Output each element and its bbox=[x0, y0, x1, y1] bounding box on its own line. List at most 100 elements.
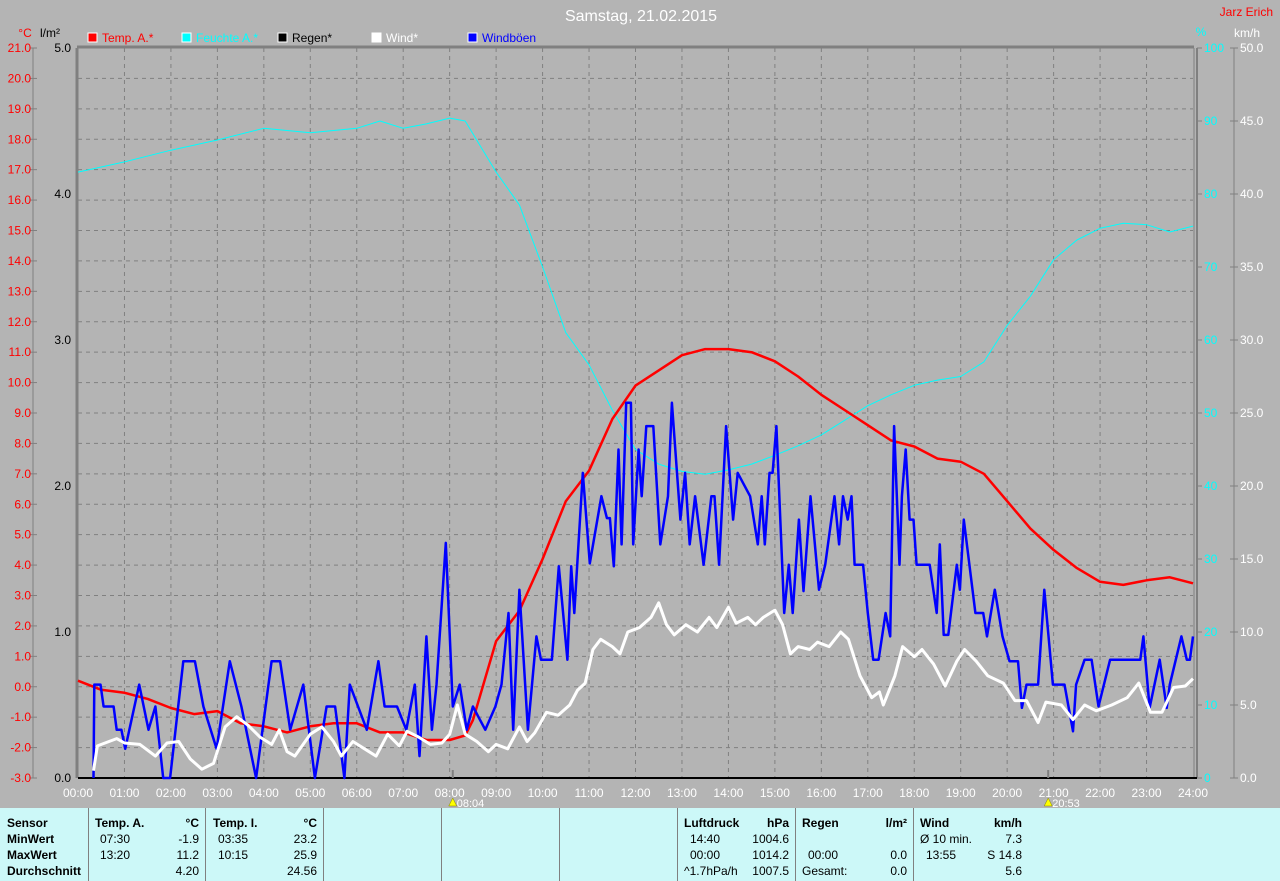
temp-tick-label: 1.0 bbox=[14, 649, 31, 663]
wind-tick-label: 20.0 bbox=[1240, 479, 1264, 493]
series-layer bbox=[77, 117, 1195, 780]
divider bbox=[795, 808, 796, 881]
sensor-header: Sensor bbox=[7, 816, 48, 830]
temp-tick-label: 13.0 bbox=[8, 284, 32, 298]
wind-tick-label: 40.0 bbox=[1240, 187, 1264, 201]
legend-label: Feuchte A.* bbox=[196, 31, 258, 45]
wind-tick-label: 45.0 bbox=[1240, 114, 1264, 128]
wind-tick-label: 0.0 bbox=[1240, 771, 1257, 785]
legend: Temp. A.* Feuchte A.* Regen* Wind* Windböen bbox=[87, 31, 536, 45]
wind-tick-label: 10.0 bbox=[1240, 625, 1264, 639]
temp-tick-label: 19.0 bbox=[8, 102, 32, 116]
legend-swatch bbox=[181, 32, 192, 43]
wind-max: S 14.8 bbox=[987, 848, 1022, 862]
pressure-min-time: 14:40 bbox=[690, 832, 721, 846]
temp-tick-label: 8.0 bbox=[14, 436, 31, 450]
series-line-1 bbox=[77, 347, 1194, 742]
min-row-label: MinWert bbox=[7, 832, 55, 846]
humidity-tick-label: 10 bbox=[1204, 698, 1218, 712]
x-tick-label: 10:00 bbox=[528, 786, 558, 800]
wind-avg: 5.6 bbox=[1005, 864, 1022, 878]
wind-tick-label: 30.0 bbox=[1240, 333, 1264, 347]
temp-tick-label: 15.0 bbox=[8, 224, 32, 238]
x-tick-label: 22:00 bbox=[1085, 786, 1115, 800]
temp-i-max-time: 10:15 bbox=[218, 848, 249, 862]
temp-a-min: -1.9 bbox=[178, 832, 199, 846]
wind-avg-label: Ø 10 min. bbox=[920, 832, 973, 846]
rain-unit: l/m² bbox=[885, 816, 907, 830]
divider bbox=[205, 808, 206, 881]
temp-tick-label: 10.0 bbox=[8, 376, 32, 390]
legend-label: Windböen bbox=[482, 31, 536, 45]
x-tick-label: 11:00 bbox=[574, 786, 603, 800]
temp-tick-label: 21.0 bbox=[8, 41, 32, 55]
temp-a-max-time: 13:20 bbox=[100, 848, 131, 862]
pressure-avg: 1007.5 bbox=[752, 864, 789, 878]
avg-row-label: Durchschnitt bbox=[7, 864, 82, 878]
pressure-unit: hPa bbox=[766, 816, 789, 830]
temp-tick-label: 0.0 bbox=[14, 680, 31, 694]
temp-tick-label: 5.0 bbox=[14, 528, 31, 542]
rain-axis-unit: l/m² bbox=[40, 26, 60, 40]
wind-max-time: 13:55 bbox=[926, 848, 957, 862]
legend-label: Wind* bbox=[386, 31, 418, 45]
x-tick-label: 02:00 bbox=[156, 786, 186, 800]
humidity-axis-unit: % bbox=[1196, 25, 1207, 39]
temp-a-max: 11.2 bbox=[176, 848, 199, 862]
temp-tick-label: 3.0 bbox=[14, 589, 31, 603]
x-tick-label: 19:00 bbox=[946, 786, 976, 800]
x-tick-label: 20:00 bbox=[992, 786, 1022, 800]
x-tick-label: 24:00 bbox=[1178, 786, 1208, 800]
temp-tick-label: 18.0 bbox=[8, 132, 32, 146]
divider bbox=[913, 808, 914, 881]
temp-tick-label: 16.0 bbox=[8, 193, 32, 207]
temp-tick-label: 12.0 bbox=[8, 315, 32, 329]
temp-tick-label: 4.0 bbox=[14, 558, 31, 572]
pressure-max-time: 00:00 bbox=[690, 848, 721, 862]
temp-a-unit: °C bbox=[185, 816, 199, 830]
divider bbox=[323, 808, 324, 881]
temp-tick-label: 9.0 bbox=[14, 406, 31, 420]
axes: 21.0 20.0 19.0 18.0 17.0 16.0 15.0 14.0 13.0 12.0… bbox=[8, 41, 1264, 800]
temp-a-avg: 4.20 bbox=[175, 864, 199, 878]
x-tick-label: 07:00 bbox=[388, 786, 418, 800]
temp-tick-label: 11.0 bbox=[9, 345, 32, 359]
sunrise-time: 08:04 bbox=[457, 798, 485, 808]
rain-tick-label: 2.0 bbox=[54, 479, 71, 493]
humidity-tick-label: 20 bbox=[1204, 625, 1218, 639]
rain-tick-label: 5.0 bbox=[54, 41, 71, 55]
legend-swatch bbox=[371, 32, 382, 43]
rain-tick-label: 1.0 bbox=[54, 625, 71, 639]
sun-markers: 08:04 20:53 bbox=[448, 770, 1080, 808]
rain-max-time: 00:00 bbox=[808, 848, 839, 862]
rain-total-label: Gesamt: bbox=[802, 864, 848, 878]
temp-i-min-time: 03:35 bbox=[218, 832, 249, 846]
rain-tick-label: 0.0 bbox=[54, 771, 71, 785]
temp-tick-label: 20.0 bbox=[8, 71, 32, 85]
divider bbox=[677, 808, 678, 881]
pressure-header: Luftdruck bbox=[684, 816, 740, 830]
wind-avg10: 7.3 bbox=[1005, 832, 1022, 846]
x-tick-label: 21:00 bbox=[1039, 786, 1069, 800]
rain-max: 0.0 bbox=[890, 848, 907, 862]
series-line-4 bbox=[92, 401, 1195, 780]
x-tick-label: 08:00 bbox=[435, 786, 465, 800]
sunset-time: 20:53 bbox=[1052, 798, 1080, 808]
temp-axis-unit: °C bbox=[18, 26, 32, 40]
wind-tick-label: 15.0 bbox=[1240, 552, 1264, 566]
grid bbox=[78, 48, 1193, 778]
wind-tick-label: 5.0 bbox=[1240, 698, 1257, 712]
humidity-tick-label: 0 bbox=[1204, 771, 1211, 785]
wind-axis-unit: km/h bbox=[1234, 26, 1260, 40]
humidity-tick-label: 30 bbox=[1204, 552, 1218, 566]
humidity-tick-label: 80 bbox=[1204, 187, 1218, 201]
legend-label: Regen* bbox=[292, 31, 332, 45]
divider bbox=[559, 808, 560, 881]
x-tick-label: 18:00 bbox=[899, 786, 929, 800]
temp-tick-label: -3.0 bbox=[10, 771, 31, 785]
wind-header: Wind bbox=[920, 816, 950, 830]
wind-unit: km/h bbox=[993, 816, 1022, 830]
rain-header: Regen bbox=[802, 816, 839, 830]
x-tick-label: 13:00 bbox=[667, 786, 697, 800]
temp-tick-label: -1.0 bbox=[10, 710, 31, 724]
